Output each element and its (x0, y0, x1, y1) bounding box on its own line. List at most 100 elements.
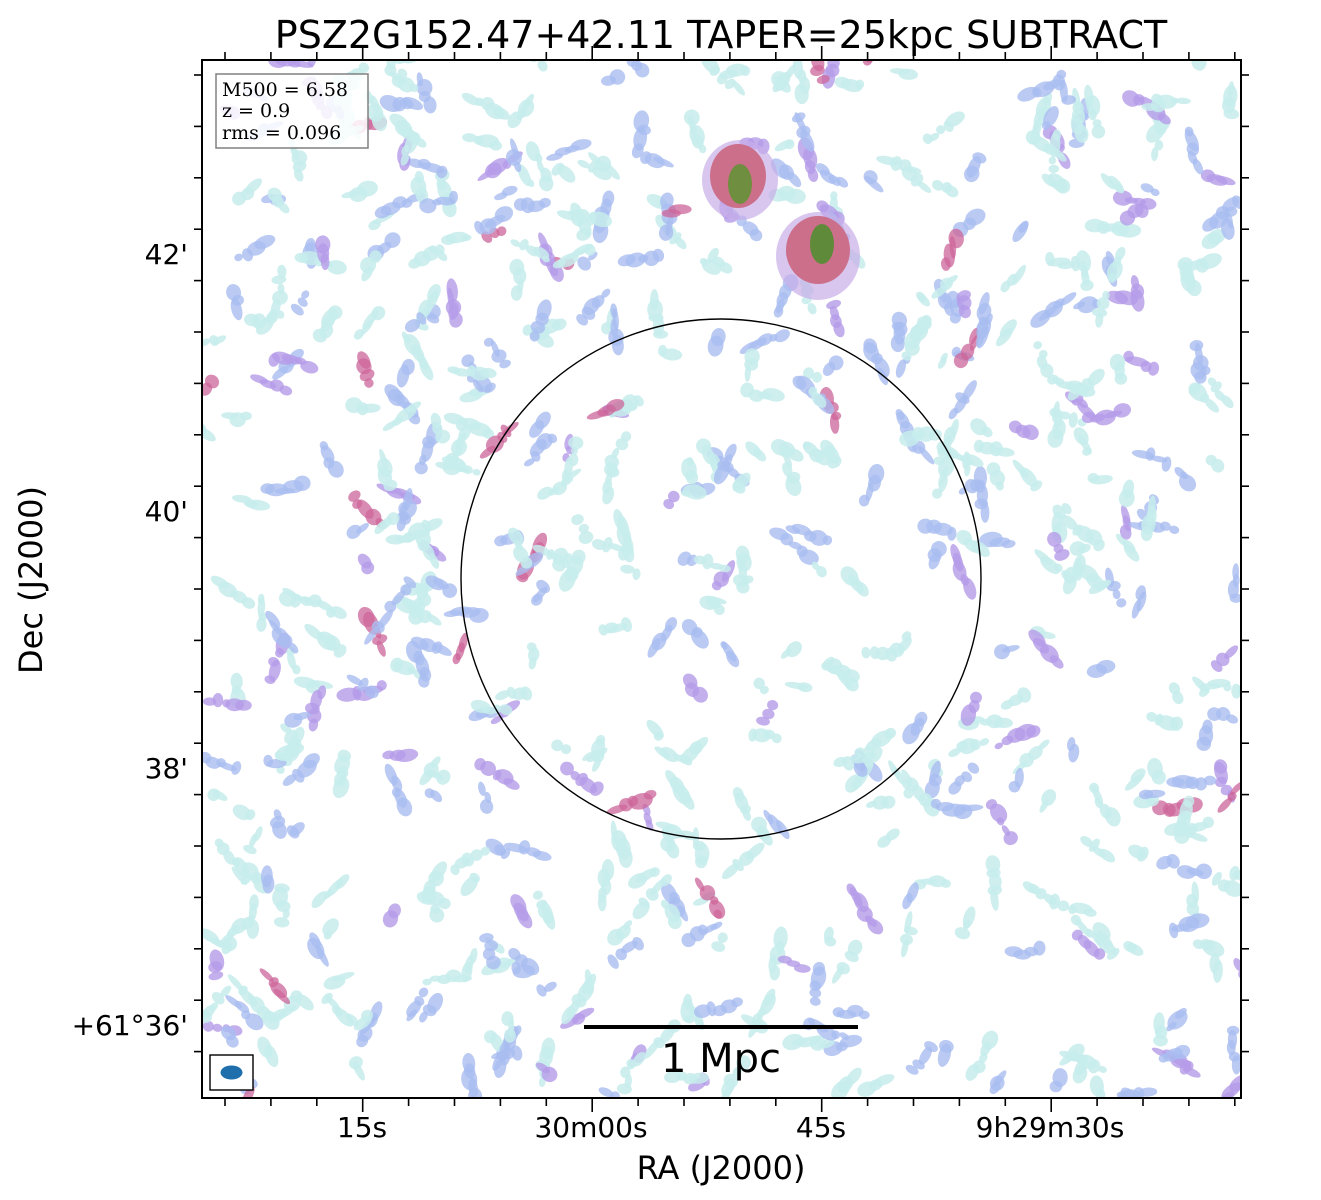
r500-circle (460, 318, 982, 840)
emission-blob (286, 822, 305, 839)
emission-blob (221, 411, 252, 428)
emission-blob (382, 903, 401, 928)
emission-blob (856, 905, 884, 935)
emission-blob (1072, 1054, 1089, 1084)
emission-blob (1138, 789, 1166, 800)
emission-blob (416, 891, 451, 910)
emission-blob (382, 748, 419, 763)
emission-blob (551, 739, 572, 755)
emission-blob (1220, 206, 1238, 240)
axis-ticks (194, 46, 1249, 1112)
emission-blob (305, 685, 327, 732)
emission-blob (525, 141, 554, 192)
emission-blob (1146, 712, 1184, 731)
emission-blob (1140, 183, 1160, 197)
emission-blob (1124, 768, 1146, 791)
emission-blob (913, 875, 951, 890)
emission-blob (732, 787, 752, 821)
emission-blob (348, 1056, 365, 1081)
emission-blob (510, 894, 533, 929)
emission-blob (1210, 645, 1239, 673)
emission-blob (400, 131, 419, 166)
emission-blob (1000, 264, 1027, 293)
emission-blob (1041, 173, 1071, 194)
emission-blob (588, 152, 621, 180)
emission-blob (404, 312, 427, 333)
emission-blob (384, 64, 419, 93)
emission-blob (986, 462, 1006, 491)
emission-blob (501, 1011, 516, 1043)
emission-blob (780, 641, 803, 659)
emission-blob (225, 995, 264, 1031)
emission-blob (792, 60, 811, 105)
emission-blob (551, 162, 576, 183)
emission-blob (461, 1053, 483, 1098)
emission-blob (995, 319, 1017, 347)
chart-title: PSZ2G152.47+42.11 TAPER=25kpc SUBTRACT (275, 13, 1168, 57)
emission-blob (917, 518, 957, 541)
emission-blob (647, 288, 669, 339)
emission-blob (227, 974, 257, 1007)
emission-blob (994, 644, 1020, 660)
emission-blob (820, 439, 842, 469)
emission-blob (1166, 1007, 1188, 1032)
emission-blob (1047, 401, 1066, 448)
emission-blob (1191, 60, 1207, 71)
emission-blob (809, 961, 827, 1006)
emission-blob (441, 455, 467, 472)
emission-blob (267, 187, 290, 214)
emission-blob (495, 686, 533, 701)
emission-blob (1176, 863, 1212, 880)
emission-blob (924, 760, 942, 799)
emission-blob (532, 544, 573, 569)
plot-frame (201, 59, 1242, 1099)
scale-bar-label: 1 Mpc (661, 1036, 781, 1082)
emission-blob (902, 711, 928, 745)
emission-blob (1028, 629, 1064, 669)
emission-blob (822, 355, 844, 376)
emission-blob (422, 969, 473, 986)
emission-blob (802, 367, 823, 383)
emission-blob (826, 299, 845, 338)
emission-blob (962, 451, 971, 477)
emission-blob (346, 674, 379, 699)
emission-blob (1168, 913, 1210, 939)
emission-blob (937, 1039, 954, 1067)
emission-blob (598, 1087, 620, 1098)
emission-blob (711, 932, 728, 952)
emission-blob (360, 250, 382, 282)
emission-blob (1192, 939, 1225, 958)
emission-blob (257, 1036, 279, 1068)
emission-blob (1071, 929, 1106, 960)
emission-blob (902, 882, 919, 910)
emission-blob (1123, 941, 1144, 956)
emission-blob (265, 610, 299, 654)
emission-blob (401, 331, 434, 381)
emission-blob (232, 178, 263, 206)
emission-blob (307, 932, 329, 967)
emission-blob (607, 937, 644, 969)
emission-blob (444, 425, 472, 468)
emission-blob (586, 399, 625, 420)
emission-blob (654, 746, 693, 766)
emission-blob (452, 632, 468, 665)
emission-blob (268, 351, 319, 374)
emission-blob (1151, 139, 1164, 162)
emission-blob (1229, 865, 1241, 882)
emission-blob (840, 566, 869, 597)
emission-blob (1174, 466, 1197, 492)
emission-blob (693, 997, 743, 1019)
emission-blob (1088, 579, 1112, 595)
emission-blob (321, 992, 359, 1027)
emission-blob (597, 859, 615, 912)
emission-blob (647, 617, 678, 658)
emission-blob (1214, 759, 1236, 803)
emission-blob (931, 274, 958, 299)
emission-blob (832, 1004, 870, 1020)
emission-blob (620, 564, 641, 581)
emission-blob (560, 761, 604, 796)
emission-blob (1000, 687, 1032, 710)
x-tick-label: 9h29m30s (976, 1111, 1125, 1144)
emission-blob (1012, 220, 1029, 243)
